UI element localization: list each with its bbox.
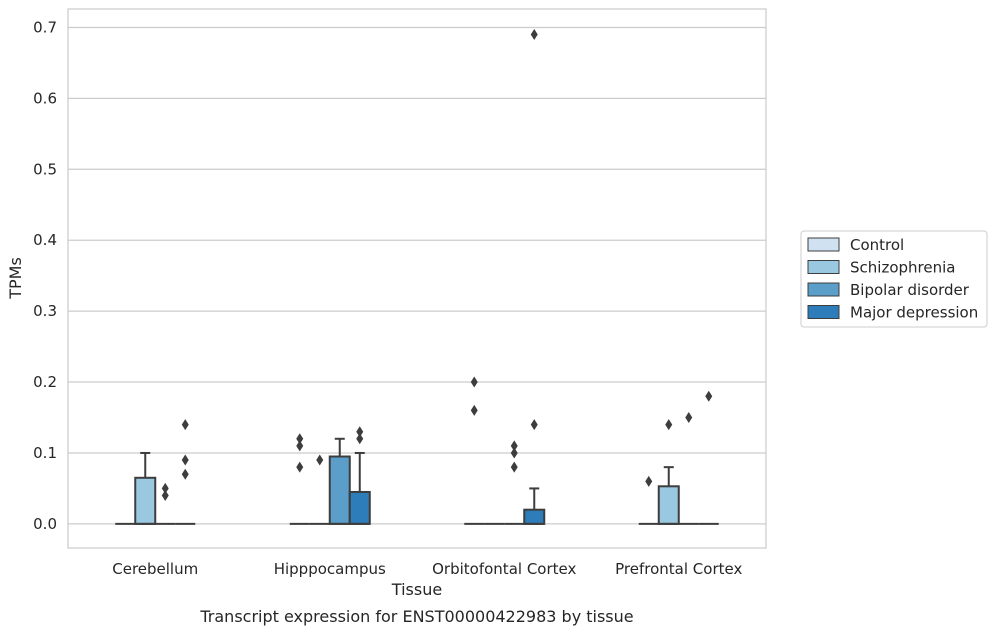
box-1-1 xyxy=(309,454,330,525)
y-tick-labels: 0.0 0.1 0.2 0.3 0.4 0.5 0.6 0.7 xyxy=(33,18,57,532)
box-2-3 xyxy=(523,29,546,525)
outlier-point xyxy=(685,412,693,424)
outlier-point xyxy=(296,433,304,445)
box-2-2 xyxy=(504,440,525,525)
outlier-point xyxy=(161,490,169,502)
x-tick-label: Orbitofontal Cortex xyxy=(432,560,576,578)
box-body xyxy=(657,485,680,525)
outlier-point xyxy=(356,426,364,438)
box-body xyxy=(328,455,351,525)
x-axis-title: Tissue xyxy=(391,580,442,599)
y-tick-label: 0.0 xyxy=(33,515,57,533)
y-axis-title: TPMs xyxy=(6,257,25,300)
box-3-1 xyxy=(657,419,680,525)
outlier-point xyxy=(510,447,518,459)
y-tick-label: 0.7 xyxy=(33,18,57,36)
y-tick-label: 0.5 xyxy=(33,160,57,178)
legend-label: Major depression xyxy=(850,304,978,322)
outlier-point xyxy=(705,390,713,402)
legend-frame xyxy=(800,230,988,328)
y-tick-label: 0.6 xyxy=(33,89,57,107)
legend-swatch xyxy=(807,305,840,319)
box-body xyxy=(523,508,546,525)
box-3-3 xyxy=(698,390,719,525)
x-tick-label: Cerebellum xyxy=(112,560,198,578)
legend-label: Control xyxy=(850,236,904,254)
box-0-1 xyxy=(134,451,157,525)
outlier-point xyxy=(356,433,364,445)
outlier-point xyxy=(181,419,189,431)
legend-label: Schizophrenia xyxy=(850,259,955,277)
y-tick-label: 0.2 xyxy=(33,373,57,391)
box-0-2 xyxy=(155,482,176,525)
x-tick-label: Hipppocampus xyxy=(274,560,386,578)
box-body xyxy=(134,476,157,525)
y-tick-label: 0.1 xyxy=(33,444,57,462)
outlier-point xyxy=(645,475,653,487)
outlier-point xyxy=(665,419,673,431)
chart-caption: Transcript expression for ENST0000042298… xyxy=(199,607,633,626)
legend-swatch xyxy=(807,282,840,297)
y-tick-label: 0.4 xyxy=(33,231,57,249)
outlier-point xyxy=(181,454,189,466)
box-1-2 xyxy=(328,437,351,525)
y-tick-label: 0.3 xyxy=(33,302,57,320)
legend-swatch xyxy=(807,260,840,274)
outlier-point xyxy=(470,376,478,388)
legend-label: Bipolar disorder xyxy=(850,281,970,299)
box-body xyxy=(348,490,371,525)
outlier-point xyxy=(510,440,518,452)
outlier-point xyxy=(161,482,169,494)
outlier-point xyxy=(530,29,538,41)
outlier-point xyxy=(181,468,189,480)
x-tick-labels: Cerebellum Hipppocampus Orbitofontal Corte… xyxy=(112,560,742,578)
outlier-point xyxy=(296,461,304,473)
outlier-point xyxy=(316,454,324,466)
outlier-point xyxy=(470,404,478,416)
x-tick-label: Prefrontal Cortex xyxy=(615,560,742,578)
plot-frame xyxy=(67,8,767,549)
boxes xyxy=(115,29,719,525)
outlier-point xyxy=(510,461,518,473)
box-2-0 xyxy=(464,376,485,525)
legend: Control Schizophrenia Bipolar disorder Majo… xyxy=(800,230,988,328)
box-3-0 xyxy=(638,475,659,525)
box-0-3 xyxy=(175,419,196,525)
box-3-2 xyxy=(678,412,699,525)
legend-swatch xyxy=(807,237,840,252)
outlier-point xyxy=(296,440,304,452)
outlier-point xyxy=(530,419,538,431)
box-1-0 xyxy=(289,433,310,525)
box-1-3 xyxy=(348,426,371,525)
